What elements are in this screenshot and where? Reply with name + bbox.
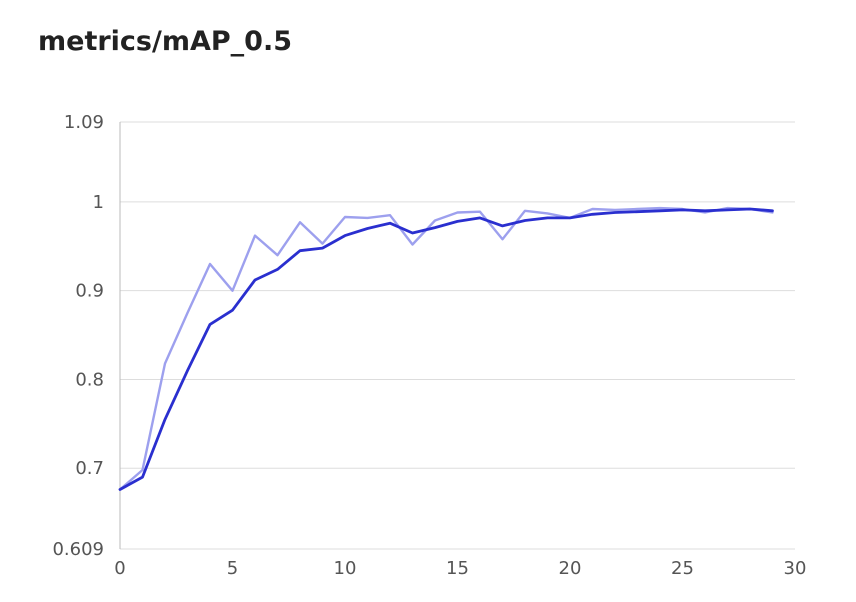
y-tick-label: 0.609 bbox=[52, 539, 104, 560]
y-tick-label: 0.7 bbox=[75, 458, 104, 479]
chart-title: metrics/mAP_0.5 bbox=[38, 26, 293, 57]
grid-layer bbox=[120, 121, 795, 550]
x-tick-label: 15 bbox=[446, 558, 469, 579]
x-tick-label: 30 bbox=[784, 558, 807, 579]
y-tick-label: 0.8 bbox=[75, 369, 104, 390]
y-tick-label: 1.09 bbox=[64, 112, 104, 133]
x-tick-label: 5 bbox=[227, 558, 238, 579]
x-tick-label: 25 bbox=[671, 558, 694, 579]
y-tick-label: 0.9 bbox=[75, 281, 104, 302]
series-line-raw bbox=[118, 206, 774, 491]
x-tick-label: 20 bbox=[559, 558, 582, 579]
x-tick-label: 0 bbox=[114, 558, 125, 579]
series-layer bbox=[118, 206, 774, 491]
axis-layer: 0.609 0.7 0.8 0.9 1 1.09 0 5 10 15 20 25 30 bbox=[52, 112, 806, 579]
series-line-smoothed bbox=[118, 207, 774, 491]
y-tick-label: 1 bbox=[93, 192, 104, 213]
x-tick-label: 10 bbox=[334, 558, 357, 579]
